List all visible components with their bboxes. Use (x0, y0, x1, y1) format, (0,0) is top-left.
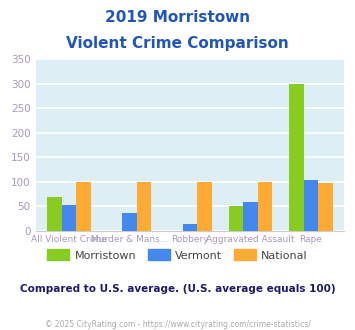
Bar (183, 224, 197, 231)
Bar (304, 180, 318, 231)
Text: Compared to U.S. average. (U.S. average equals 100): Compared to U.S. average. (U.S. average … (20, 284, 335, 294)
Bar (47, 197, 61, 231)
Text: Violent Crime Comparison: Violent Crime Comparison (66, 36, 289, 51)
Bar (289, 84, 304, 231)
Text: 2019 Morristown: 2019 Morristown (105, 10, 250, 25)
Bar (318, 183, 333, 231)
Bar (197, 182, 212, 231)
Bar (229, 207, 243, 231)
Bar (243, 202, 258, 231)
Bar (76, 182, 91, 231)
Bar (61, 205, 76, 231)
Text: © 2025 CityRating.com - https://www.cityrating.com/crime-statistics/: © 2025 CityRating.com - https://www.city… (45, 320, 310, 329)
Bar (137, 182, 151, 231)
Bar (258, 182, 272, 231)
Bar (122, 213, 137, 231)
Legend: Morristown, Vermont, National: Morristown, Vermont, National (43, 245, 312, 265)
